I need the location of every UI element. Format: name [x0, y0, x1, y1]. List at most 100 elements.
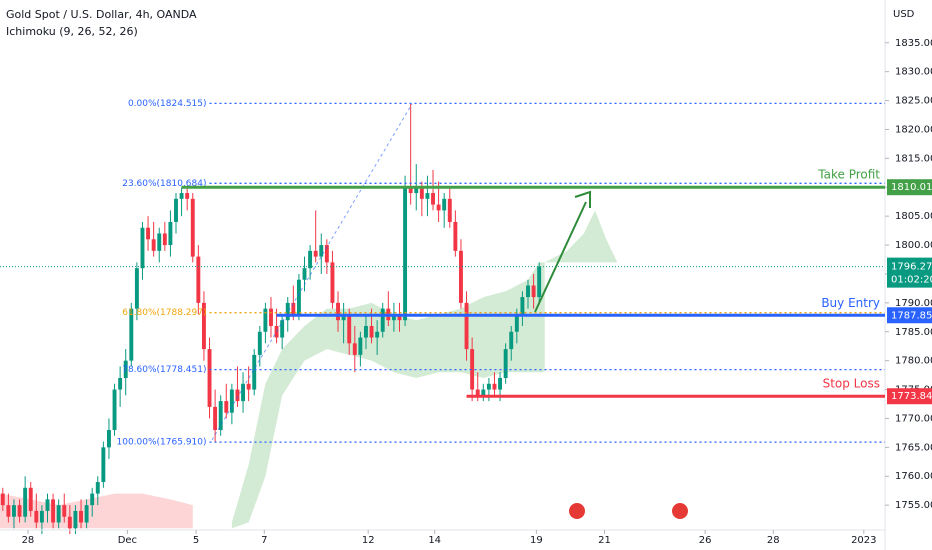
y-tick-label: 1815.000 — [895, 153, 932, 164]
trade-level-name: Take Profit — [817, 168, 880, 182]
candle-body — [453, 221, 458, 251]
candle-body — [391, 314, 396, 321]
x-tick-label: 2023 — [851, 535, 876, 546]
x-tick-label: 28 — [22, 535, 35, 546]
candle-body — [458, 250, 463, 303]
candle-body — [0, 493, 5, 506]
arrow-head — [574, 190, 591, 208]
y-tick-label: 1760.000 — [895, 471, 932, 482]
plot-area — [0, 103, 679, 535]
candle-body — [347, 314, 352, 344]
candle-body — [352, 343, 357, 355]
candle-body — [503, 349, 508, 378]
price-tag-label: 1773.845 — [891, 391, 932, 402]
candle-body — [246, 383, 251, 390]
candle-body — [425, 193, 430, 199]
candle-body — [67, 516, 72, 529]
y-tick-label: 1805.000 — [895, 211, 932, 222]
fib-label: 23.60%(1810.684) — [122, 179, 206, 189]
candle-body — [34, 510, 39, 523]
candle-body — [481, 389, 486, 396]
price-tag — [887, 307, 932, 324]
x-tick-label: 19 — [530, 535, 543, 546]
y-tick-label: 1790.000 — [895, 298, 932, 309]
candle-body — [112, 389, 117, 431]
candle-body — [241, 383, 246, 402]
candle-body — [509, 331, 514, 350]
candle-body — [56, 505, 61, 523]
y-tick-label: 1830.000 — [895, 67, 932, 78]
candle-body — [162, 233, 167, 246]
candle-body — [185, 193, 190, 199]
candle-body — [319, 245, 324, 257]
candle-body — [431, 193, 435, 205]
candle-body — [229, 389, 234, 413]
candle-body — [179, 193, 184, 199]
candle-body — [207, 349, 212, 407]
candle-body — [403, 187, 408, 321]
candle-body — [492, 383, 497, 390]
x-tick-label: Dec — [118, 535, 137, 546]
candle-body — [302, 268, 307, 280]
candle-body — [313, 250, 318, 257]
candle-body — [341, 314, 346, 321]
candle-body — [414, 187, 419, 194]
y-tick-label: 1755.000 — [895, 500, 932, 511]
x-tick-label: 12 — [362, 535, 375, 546]
candle-body — [146, 227, 151, 240]
candle-body — [213, 406, 218, 431]
arrow-shaft — [534, 201, 587, 313]
candle-body — [157, 233, 162, 251]
candle-body — [296, 279, 301, 315]
candle-body — [285, 302, 290, 321]
candle-body — [201, 302, 206, 350]
event-icon[interactable] — [569, 503, 585, 519]
fib-label: 0.00%(1824.515) — [128, 99, 207, 109]
y-tick-label: 1780.000 — [895, 356, 932, 367]
countdown: 01:02:20 — [891, 275, 932, 286]
candle-body — [464, 302, 469, 350]
price-tag-label: 1787.855 — [891, 310, 932, 321]
candle-body — [123, 360, 128, 378]
x-tick-label: 5 — [193, 535, 199, 546]
ichimoku-cloud — [0, 493, 193, 529]
candle-body — [218, 401, 223, 431]
candle-body — [134, 268, 139, 309]
candle-body — [235, 389, 240, 402]
candle-body — [95, 482, 100, 494]
price-tag — [887, 257, 932, 288]
fib-label: 61.80%(1788.297) — [122, 308, 206, 318]
candle-body — [397, 314, 402, 321]
candle-body — [129, 308, 134, 361]
currency: USD — [893, 9, 915, 20]
candle-body — [118, 377, 123, 390]
x-tick-label: 28 — [767, 535, 780, 546]
candle-body — [62, 505, 67, 517]
candle-body — [336, 302, 340, 321]
candle-body — [190, 198, 195, 257]
candle-body — [486, 383, 491, 390]
fib-label: 100.00%(1765.910) — [117, 438, 207, 448]
fib-trend-line — [211, 103, 413, 441]
candle-body — [73, 510, 78, 529]
candle-body — [520, 297, 525, 315]
candle-body — [17, 505, 22, 517]
price-tag — [887, 388, 932, 405]
candle-body — [23, 487, 28, 517]
candle-body — [537, 266, 542, 298]
event-icon[interactable] — [672, 503, 688, 519]
candle-body — [140, 227, 145, 269]
trade-level-name: Stop Loss — [823, 377, 880, 391]
y-tick-label: 1770.000 — [895, 413, 932, 424]
candle-body — [90, 493, 95, 506]
candle-body — [168, 221, 173, 246]
symbol-title: Gold Spot / U.S. Dollar, 4h, OANDA — [6, 8, 197, 21]
candle-body — [531, 285, 536, 298]
candle-body — [447, 198, 452, 222]
candle-body — [28, 487, 33, 511]
candle-body — [79, 510, 83, 523]
candle-body — [475, 389, 480, 396]
candle-body — [330, 262, 335, 303]
price-tag-label: 1796.270 — [891, 262, 932, 273]
